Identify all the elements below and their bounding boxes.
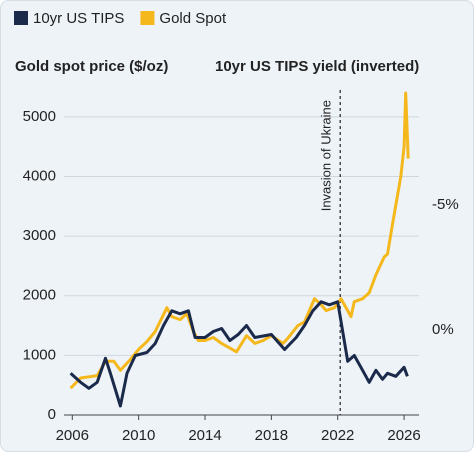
x-tick-label: 2006 [56,427,89,444]
y2-axis-title: 10yr US TIPS yield (inverted) [215,58,419,75]
series-line [69,300,409,408]
legend-label: 10yr US TIPS [33,10,124,27]
legend-swatch [140,11,155,25]
x-tick-label: 2026 [387,427,420,444]
y-tick-label: 1000 [23,346,56,363]
legend-swatch [14,11,28,25]
x-tick-label: 2018 [255,427,288,444]
y-axis-title: Gold spot price ($/oz) [15,58,168,75]
y-tick-label: 3000 [23,227,56,244]
y-tick-label: 0 [48,406,56,423]
x-tick-label: 2014 [188,427,221,444]
y2-tick-label: -5% [432,196,459,213]
y-tick-label: 5000 [23,108,56,125]
y-tick-label: 4000 [23,167,56,184]
y2-tick-label: 0% [432,321,454,338]
y-tick-label: 2000 [23,287,56,304]
event-label: Invasion of Ukraine [319,100,334,211]
x-tick-label: 2022 [321,427,354,444]
x-tick-label: 2010 [122,427,155,444]
legend-label: Gold Spot [159,10,227,27]
